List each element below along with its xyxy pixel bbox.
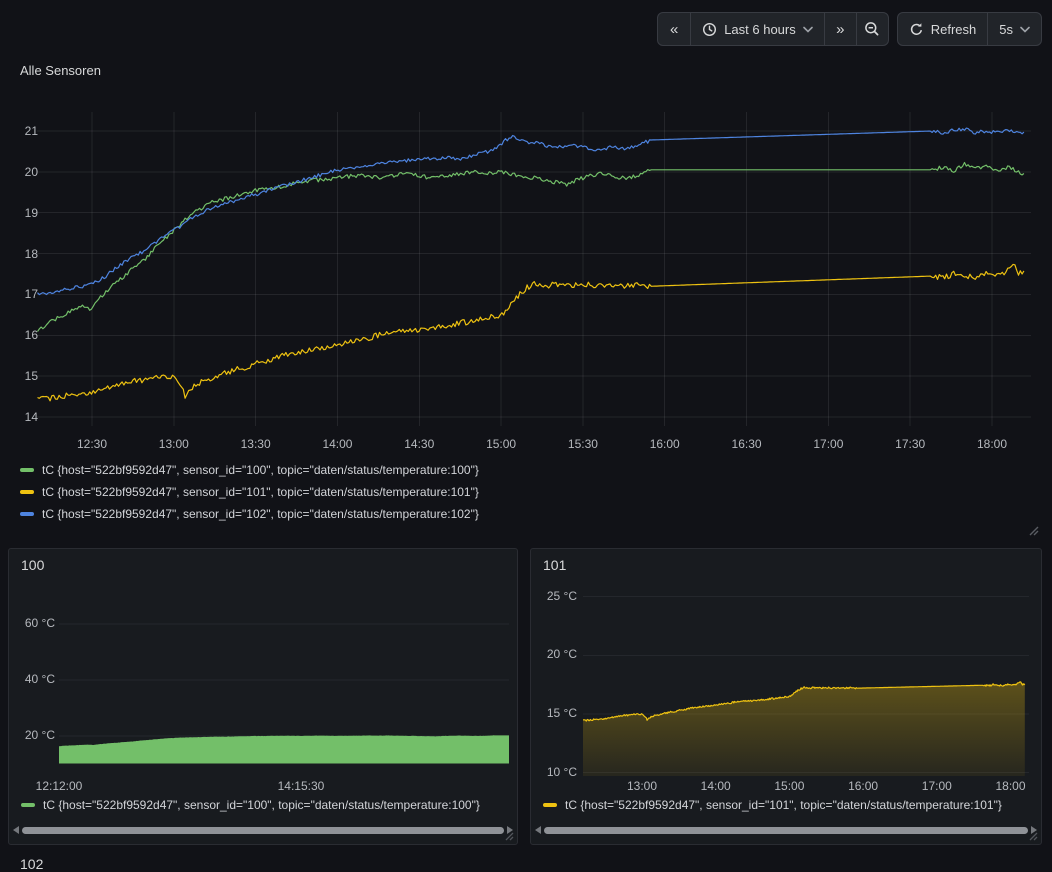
- chevron-down-icon: [802, 26, 813, 33]
- chart-legend[interactable]: tC {host="522bf9592d47", sensor_id="101"…: [543, 798, 1038, 812]
- panel-title-102[interactable]: 102: [20, 856, 44, 872]
- y-axis-tick: 16: [24, 328, 38, 343]
- panel-title[interactable]: Alle Sensoren: [20, 63, 101, 78]
- time-controls-toolbar: « Last 6 hours »: [657, 12, 1042, 46]
- legend-label: tC {host="522bf9592d47", sensor_id="101"…: [565, 798, 1002, 812]
- series-line-101: [583, 681, 1026, 722]
- panel-100: 100 60 °C 40 °C 20 °C 12:12:00 14:15:30 tC {…: [8, 548, 518, 845]
- legend-swatch: [21, 803, 35, 807]
- horizontal-scrollbar[interactable]: [535, 824, 1037, 836]
- legend-item-101[interactable]: tC {host="522bf9592d47", sensor_id="101"…: [20, 481, 479, 503]
- panel-resize-handle[interactable]: [1027, 830, 1039, 842]
- y-axis-tick: 18: [24, 246, 38, 261]
- refresh-sync-icon: [910, 22, 922, 35]
- x-axis-tick: 14:30: [404, 437, 435, 451]
- legend-item-100[interactable]: tC {host="522bf9592d47", sensor_id="100"…: [20, 459, 479, 481]
- area-chart-101[interactable]: [531, 549, 1041, 844]
- y-axis-tick: 19: [24, 205, 38, 220]
- refresh-interval-value: 5s: [999, 21, 1013, 37]
- x-axis-tick: 15:30: [567, 437, 598, 451]
- legend-label: tC {host="522bf9592d47", sensor_id="100"…: [43, 798, 480, 812]
- time-series-chart[interactable]: [0, 98, 1044, 440]
- horizontal-scrollbar[interactable]: [13, 824, 513, 836]
- series-line-102: [37, 127, 1025, 296]
- refresh-label: Refresh: [930, 21, 977, 37]
- time-shift-forward-button[interactable]: »: [823, 13, 856, 45]
- x-axis-tick: 16:30: [731, 437, 762, 451]
- y-axis-tick: 21: [24, 124, 38, 138]
- series-line-101: [37, 263, 1025, 402]
- legend-swatch: [20, 490, 34, 494]
- legend-label: tC {host="522bf9592d47", sensor_id="101"…: [42, 485, 479, 499]
- scroll-left-arrow[interactable]: [13, 826, 19, 834]
- zoom-out-button[interactable]: [855, 13, 888, 45]
- refresh-interval-dropdown[interactable]: 5s: [987, 13, 1041, 45]
- x-axis-tick: 17:00: [813, 437, 844, 451]
- x-axis-tick: 18:00: [976, 437, 1007, 451]
- panel-101: 101 25 °C 20 °C 15 °C 10 °C 13:00 14:00 15:00 1…: [530, 548, 1042, 845]
- chart-legend: tC {host="522bf9592d47", sensor_id="100"…: [20, 459, 479, 525]
- legend-label: tC {host="522bf9592d47", sensor_id="100"…: [42, 463, 479, 477]
- zoom-out-icon: [865, 22, 879, 36]
- area-chart-100[interactable]: [9, 549, 517, 844]
- area-fill-101: [583, 681, 1025, 776]
- chart-legend[interactable]: tC {host="522bf9592d47", sensor_id="100"…: [21, 798, 514, 812]
- x-axis: 12:30 13:00 13:30 14:00 14:30 15:00 15:30 16:00…: [0, 437, 1044, 453]
- time-range-label: Last 6 hours: [724, 21, 796, 37]
- clock-icon: [703, 22, 717, 36]
- scrollbar-thumb[interactable]: [544, 826, 1028, 834]
- area-series-100: [59, 735, 509, 764]
- double-chevron-right-icon: »: [836, 20, 845, 38]
- y-axis-tick: 20: [24, 164, 38, 179]
- x-axis-tick: 15:00: [486, 437, 517, 451]
- scroll-left-arrow[interactable]: [535, 826, 541, 834]
- y-axis-tick: 14: [24, 409, 38, 424]
- x-axis-tick: 16:00: [649, 437, 680, 451]
- refresh-button[interactable]: Refresh: [898, 13, 988, 45]
- double-chevron-left-icon: «: [670, 20, 679, 38]
- chevron-down-icon: [1020, 26, 1030, 33]
- panel-title[interactable]: 101: [543, 557, 567, 573]
- legend-swatch: [543, 803, 557, 807]
- refresh-group: Refresh 5s: [896, 12, 1042, 46]
- x-axis-tick: 17:30: [895, 437, 926, 451]
- series-line-100: [37, 161, 1025, 332]
- legend-label: tC {host="522bf9592d47", sensor_id="102"…: [42, 507, 479, 521]
- scroll-right-arrow[interactable]: [507, 826, 513, 834]
- x-axis-tick: 14:00: [322, 437, 353, 451]
- time-shift-back-button[interactable]: «: [658, 13, 690, 45]
- legend-swatch: [20, 512, 34, 516]
- y-axis: 21 20 19 18 17 16 15 14: [4, 0, 38, 440]
- scroll-right-arrow[interactable]: [1031, 826, 1037, 834]
- legend-item-102[interactable]: tC {host="522bf9592d47", sensor_id="102"…: [20, 503, 479, 525]
- x-axis-tick: 13:00: [158, 437, 189, 451]
- x-axis-tick: 13:30: [240, 437, 271, 451]
- y-axis-tick: 17: [24, 287, 38, 302]
- panel-resize-handle[interactable]: [1026, 523, 1040, 537]
- legend-swatch: [20, 468, 34, 472]
- time-picker-group: « Last 6 hours »: [657, 12, 889, 46]
- x-axis-tick: 12:30: [76, 437, 108, 451]
- time-range-picker[interactable]: Last 6 hours: [690, 13, 824, 45]
- y-axis-tick: 15: [24, 369, 38, 384]
- scrollbar-thumb[interactable]: [22, 826, 504, 834]
- panel-resize-handle[interactable]: [503, 830, 515, 842]
- panel-title[interactable]: 100: [21, 557, 45, 573]
